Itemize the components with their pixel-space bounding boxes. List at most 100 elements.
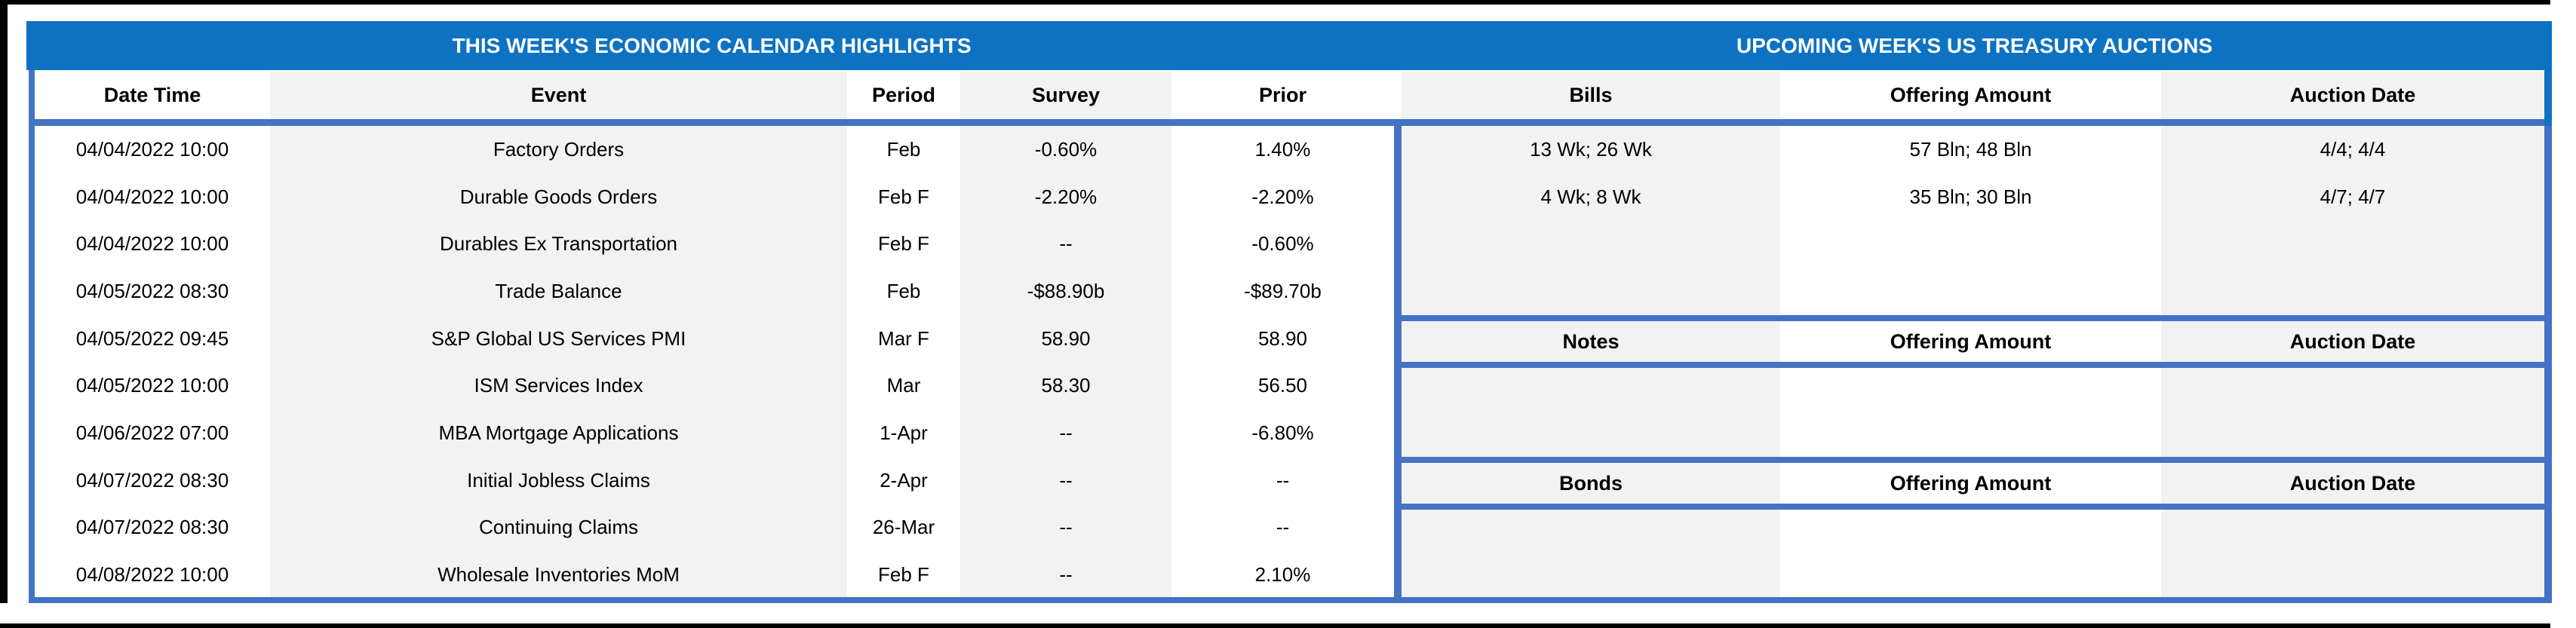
calendar-col-header: Date Time: [35, 72, 270, 119]
bonds-header-cells: Bonds Offering Amount Auction Date: [1402, 463, 2544, 504]
auctions-left-border: [1394, 119, 1402, 603]
calendar-cell: 58.90: [1171, 314, 1394, 363]
calendar-cell: -0.60%: [1171, 220, 1394, 268]
calendar-cell: 04/04/2022 10:00: [35, 220, 270, 268]
calendar-cell: --: [960, 456, 1171, 504]
calendar-cell: 04/06/2022 07:00: [35, 409, 270, 457]
frame-top-border: [0, 0, 2550, 5]
calendar-cell: --: [1171, 504, 1394, 552]
calendar-header-row: Date Time Event Period Survey Prior: [35, 72, 1394, 119]
auctions-section-title: UPCOMING WEEK'S US TREASURY AUCTIONS: [1736, 33, 2212, 57]
bonds-column-striping: [1402, 510, 2544, 599]
bills-cell: 57 Bln; 48 Bln: [1909, 137, 2032, 161]
auctions-header-separator: [1402, 119, 2544, 126]
calendar-col-header: Event: [270, 72, 847, 119]
calendar-cell: Wholesale Inventories MoM: [270, 551, 847, 599]
bonds-header-row: Bonds Offering Amount Auction Date: [1402, 457, 2544, 504]
notes-col-header: Auction Date: [2289, 329, 2416, 353]
bills-column-striping: [1402, 126, 2544, 315]
bills-rows: 13 Wk; 26 Wk 57 Bln; 48 Bln 4/4; 4/4 4 Wk; …: [1402, 126, 2544, 220]
calendar-cell: Durable Goods Orders: [270, 173, 847, 221]
frame-bottom-border: [0, 623, 2550, 628]
bills-cell: 4/7; 4/7: [2320, 185, 2386, 208]
calendar-cell: 04/05/2022 10:00: [35, 362, 270, 410]
calendar-cell: 1-Apr: [847, 409, 960, 457]
calendar-cell: ISM Services Index: [270, 362, 847, 410]
calendar-cell: 58.30: [960, 362, 1171, 410]
calendar-left-border: [29, 70, 35, 603]
bonds-header-striping: [1402, 463, 2544, 504]
frame-left-border: [0, 0, 8, 603]
notes-column-striping: [1402, 368, 2544, 457]
calendar-header-separator: [29, 119, 1394, 126]
bonds-col-header: Auction Date: [2289, 471, 2416, 495]
calendar-cell: S&P Global US Services PMI: [270, 314, 847, 363]
bills-header-row: Bills Offering Amount Auction Date: [1402, 72, 2544, 119]
calendar-cell: --: [960, 504, 1171, 552]
calendar-col-header: Prior: [1171, 72, 1394, 119]
calendar-bottom-border: [29, 597, 1394, 603]
calendar-cell: 04/07/2022 08:30: [35, 456, 270, 504]
bills-cell: 35 Bln; 30 Bln: [1909, 185, 2032, 208]
calendar-cell: Mar F: [847, 314, 960, 363]
auctions-right-border-top: [2544, 70, 2552, 126]
auctions-col-header: Auction Date: [2161, 72, 2544, 119]
calendar-cell: 04/07/2022 08:30: [35, 504, 270, 552]
bills-data-region: 13 Wk; 26 Wk 57 Bln; 48 Bln 4/4; 4/4 4 Wk; …: [1402, 126, 2544, 315]
calendar-col-header: Period: [847, 72, 960, 119]
calendar-col-header: Survey: [960, 72, 1171, 119]
calendar-cell: 58.90: [960, 314, 1171, 363]
calendar-cell: 04/08/2022 10:00: [35, 551, 270, 599]
calendar-cell: Factory Orders: [270, 126, 847, 173]
calendar-cell: Continuing Claims: [270, 504, 847, 552]
calendar-cell: --: [1171, 456, 1394, 504]
calendar-cell: Initial Jobless Claims: [270, 456, 847, 504]
calendar-cell: 2-Apr: [847, 456, 960, 504]
calendar-cell: -$89.70b: [1171, 268, 1394, 315]
calendar-body: 04/04/2022 10:00 Factory Orders Feb -0.60% 1…: [35, 126, 1394, 599]
auctions-bottom-border: [1394, 597, 2552, 603]
bills-cell: 4 Wk; 8 Wk: [1540, 185, 1641, 208]
calendar-cell: Trade Balance: [270, 268, 847, 315]
notes-header-row: Notes Offering Amount Auction Date: [1402, 315, 2544, 362]
calendar-cell: 04/04/2022 10:00: [35, 126, 270, 173]
calendar-cell: Feb F: [847, 220, 960, 268]
auctions-col-header: Bills: [1402, 72, 1780, 119]
calendar-cell: 04/05/2022 09:45: [35, 314, 270, 363]
bills-cell: 4/4; 4/4: [2320, 137, 2386, 161]
calendar-cell: Durables Ex Transportation: [270, 220, 847, 268]
calendar-cell: Feb: [847, 268, 960, 315]
notes-header-cells: Notes Offering Amount Auction Date: [1402, 321, 2544, 362]
calendar-cell: -6.80%: [1171, 409, 1394, 457]
auctions-col-header: Offering Amount: [1780, 72, 2161, 119]
calendar-cell: --: [960, 551, 1171, 599]
calendar-cell: MBA Mortgage Applications: [270, 409, 847, 457]
notes-data-region: [1402, 362, 2544, 457]
calendar-section-title: THIS WEEK'S ECONOMIC CALENDAR HIGHLIGHTS: [452, 33, 972, 57]
calendar-cell: 04/05/2022 08:30: [35, 268, 270, 315]
notes-header-striping: [1402, 321, 2544, 362]
bonds-col-header: Bonds: [1559, 471, 1623, 495]
calendar-cell: 04/04/2022 10:00: [35, 173, 270, 221]
bonds-data-region: [1402, 504, 2544, 599]
bonds-col-header: Offering Amount: [1890, 471, 2052, 495]
auctions-right-border: [2544, 70, 2552, 603]
calendar-cell: Mar: [847, 362, 960, 410]
calendar-cell: Feb F: [847, 173, 960, 221]
bills-cell: 13 Wk; 26 Wk: [1530, 137, 1652, 161]
notes-col-header: Notes: [1562, 329, 1620, 353]
calendar-cell: 56.50: [1171, 362, 1394, 410]
calendar-cell: -2.20%: [1171, 173, 1394, 221]
calendar-cell: 26-Mar: [847, 504, 960, 552]
calendar-cell: --: [960, 409, 1171, 457]
calendar-cell: --: [960, 220, 1171, 268]
calendar-cell: Feb F: [847, 551, 960, 599]
calendar-cell: 2.10%: [1171, 551, 1394, 599]
calendar-cell: 1.40%: [1171, 126, 1394, 173]
calendar-cell: -$88.90b: [960, 268, 1171, 315]
calendar-cell: -0.60%: [960, 126, 1171, 173]
calendar-cell: -2.20%: [960, 173, 1171, 221]
notes-col-header: Offering Amount: [1890, 329, 2052, 353]
title-bar: THIS WEEK'S ECONOMIC CALENDAR HIGHLIGHTS…: [26, 21, 2552, 70]
